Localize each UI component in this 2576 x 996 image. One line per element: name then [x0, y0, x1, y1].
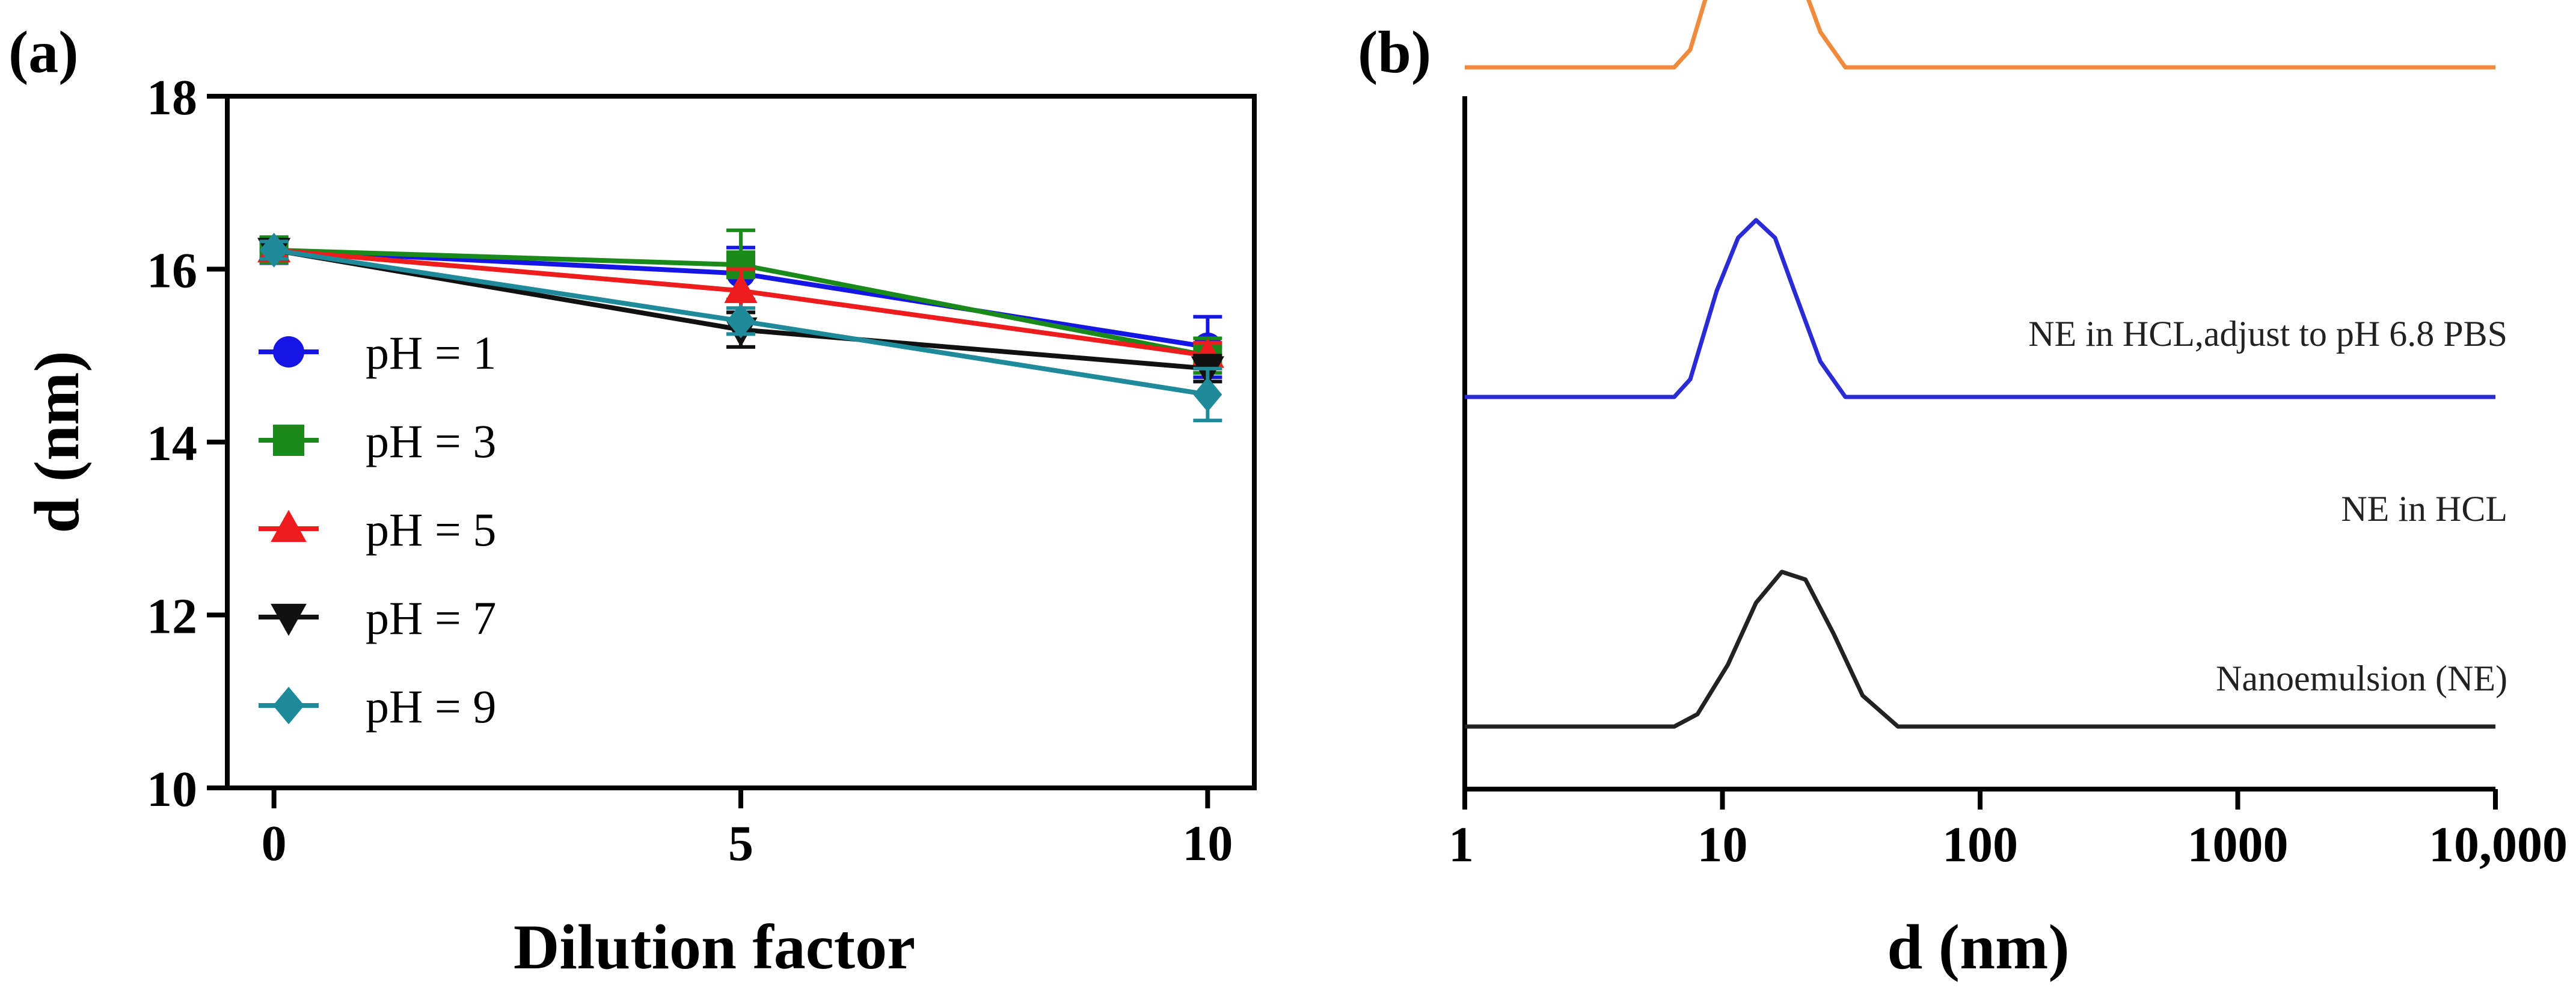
x-tick-label: 1000	[2188, 817, 2289, 873]
legend-item: pH = 7	[259, 592, 496, 644]
legend-marker	[273, 336, 304, 367]
panel-a-x-axis-title: Dilution factor	[514, 912, 915, 982]
legend-label: pH = 1	[366, 327, 496, 379]
panel-b-label: (b)	[1358, 19, 1431, 85]
panel-b-x-axis-title: d (nm)	[1887, 912, 2069, 982]
distribution-curve: NE in HCL,adjust to pH 6.8 PBS	[1465, 0, 2507, 354]
legend-label: pH = 9	[366, 680, 496, 733]
panel-a-y-axis: 10 12 14 16 18	[147, 70, 227, 817]
y-tick-label: 18	[147, 70, 197, 126]
data-point	[1193, 377, 1222, 412]
curve-label: Nanoemulsion (NE)	[2216, 659, 2507, 698]
curve-label: NE in HCL,adjust to pH 6.8 PBS	[2028, 314, 2507, 354]
panel-b-x-axis: 1 10 100 1000 10,000	[1449, 789, 2568, 873]
x-tick-label: 0	[262, 816, 287, 872]
legend-marker	[273, 425, 304, 456]
y-tick-label: 10	[147, 761, 197, 817]
legend-marker	[271, 509, 307, 543]
legend-label: pH = 3	[366, 415, 496, 467]
panel-a-x-axis: 0 5 10	[262, 788, 1233, 872]
data-point	[726, 303, 755, 339]
distribution-curve: NE in HCL	[1465, 218, 2507, 529]
x-tick-label: 100	[1942, 817, 2018, 873]
y-tick-label: 12	[147, 589, 197, 645]
series-ph9	[259, 233, 1222, 423]
y-tick-label: 14	[147, 416, 197, 472]
curve-line	[1465, 0, 2495, 70]
curve-line	[1465, 570, 2495, 729]
legend-label: pH = 5	[366, 503, 496, 556]
x-tick-label: 1	[1449, 817, 1474, 873]
distribution-curve: Nanoemulsion (NE)	[1465, 570, 2507, 729]
curve-line	[1465, 218, 2495, 399]
x-tick-label: 5	[728, 816, 753, 872]
legend-item: pH = 9	[259, 680, 496, 733]
legend-marker	[271, 603, 307, 636]
y-tick-label: 16	[147, 243, 197, 299]
panel-a-series	[257, 228, 1224, 423]
panel-a-y-axis-title: d (nm)	[22, 351, 92, 533]
x-tick-label: 10,000	[2429, 817, 2568, 873]
data-point	[259, 233, 289, 268]
data-point	[724, 273, 758, 303]
legend-item: pH = 1	[259, 327, 496, 379]
legend-item: pH = 5	[259, 503, 496, 556]
legend-item: pH = 3	[259, 415, 496, 467]
x-tick-label: 10	[1697, 817, 1748, 873]
x-tick-label: 10	[1182, 816, 1233, 872]
legend-marker	[273, 686, 304, 725]
panel-b: (b) 1 10 100 1000 10,000 NE in HCL,adjust to…	[1358, 0, 2568, 982]
panel-b-series: NE in HCL,adjust to pH 6.8 PBS NE in HCL N…	[1465, 0, 2507, 729]
curve-label: NE in HCL	[2341, 489, 2507, 529]
panel-a-legend: pH = 1 pH = 3 pH = 5 pH = 7 pH = 9	[259, 327, 496, 733]
legend-label: pH = 7	[366, 592, 496, 644]
panel-a-label: (a)	[8, 19, 79, 85]
